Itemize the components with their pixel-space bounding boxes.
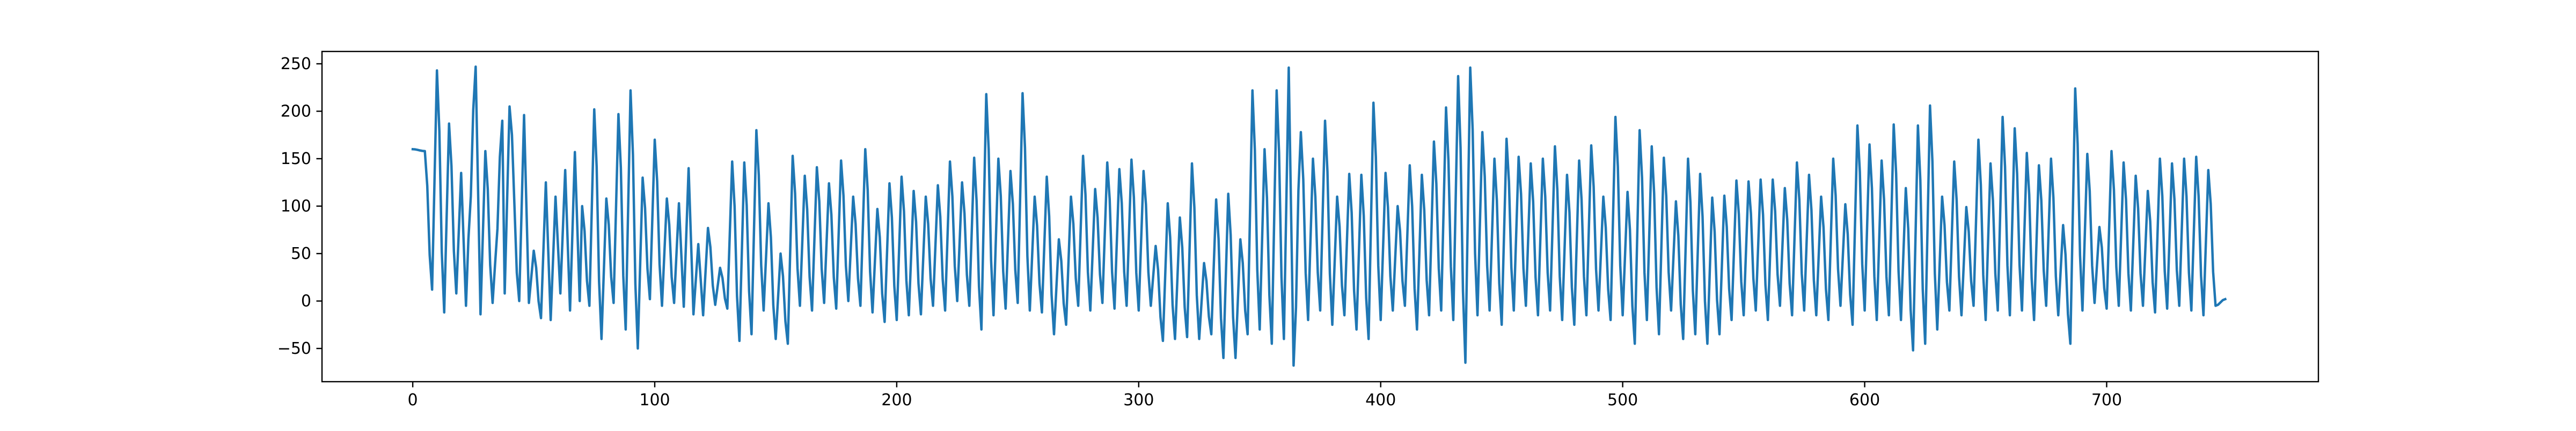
y-tick-label: 200 <box>281 102 311 121</box>
y-tick-label: 100 <box>281 197 311 216</box>
plot-frame <box>321 50 2319 383</box>
x-tick-label: 0 <box>408 391 418 410</box>
x-tick-label: 100 <box>639 391 670 410</box>
x-tick-label: 500 <box>1607 391 1638 410</box>
y-tick-label: 50 <box>291 244 311 263</box>
x-axis: 0 100 200 300 400 500 600 700 <box>408 382 2122 410</box>
y-tick-label: 150 <box>281 150 311 168</box>
x-tick-label: 300 <box>1123 391 1154 410</box>
series-layer <box>411 65 2227 367</box>
y-axis: −50 0 50 100 150 200 250 <box>277 55 322 358</box>
x-tick-label: 700 <box>2091 391 2122 410</box>
y-tick-label: −50 <box>277 339 311 358</box>
x-tick-label: 400 <box>1365 391 1396 410</box>
series-line <box>411 65 2227 367</box>
y-tick-label: 0 <box>301 292 311 311</box>
y-tick-label: 250 <box>281 55 311 73</box>
x-tick-label: 200 <box>881 391 912 410</box>
x-tick-label: 600 <box>1849 391 1880 410</box>
